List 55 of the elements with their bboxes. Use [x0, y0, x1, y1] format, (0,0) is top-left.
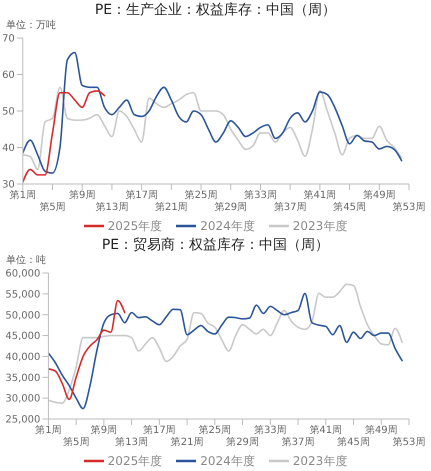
- legend-label: 2025年度: [108, 452, 162, 470]
- y-axis-title: 单位：吨: [5, 255, 47, 267]
- x-tick-label: 第45周: [333, 201, 366, 213]
- x-tick-label: 第29周: [214, 201, 248, 213]
- x-tick-label: 第1周: [10, 189, 36, 201]
- x-tick-label: 第1周: [35, 424, 62, 436]
- line-series: [22, 86, 402, 170]
- x-tick-label: 第25周: [184, 189, 218, 201]
- y-tick-label: 25,000: [5, 414, 40, 426]
- y-tick-label: 70: [2, 34, 15, 45]
- legend-label: 2024年度: [200, 452, 255, 470]
- x-tick-label: 第21周: [154, 201, 188, 213]
- y-tick-label: 60: [2, 70, 15, 82]
- y-tick-label: 50,000: [5, 310, 40, 322]
- x-tick-label: 第45周: [337, 436, 370, 448]
- x-tick-label: 第5周: [62, 436, 90, 448]
- legend-label: 2025年度: [108, 218, 162, 234]
- y-tick-label: 55,000: [5, 289, 40, 300]
- x-tick-label: 第21周: [170, 436, 204, 448]
- x-tick-label: 第17周: [142, 424, 176, 436]
- x-tick-label: 第33周: [244, 189, 277, 201]
- y-tick-label: 50: [2, 106, 15, 118]
- x-tick-label: 第53周: [392, 201, 426, 213]
- y-tick-label: 45,000: [5, 331, 40, 342]
- x-tick-label: 第17周: [125, 189, 158, 201]
- y-tick-label: 30: [2, 180, 15, 191]
- line-series: [22, 52, 402, 174]
- x-tick-label: 第9周: [69, 189, 96, 201]
- x-tick-label: 第37周: [282, 436, 314, 448]
- x-tick-label: 第9周: [90, 424, 118, 436]
- legend-label: 2024年度: [200, 218, 255, 234]
- y-tick-label: 40,000: [5, 352, 40, 363]
- chart-title: PE：贸易商：权益库存：中国（周）: [100, 236, 330, 255]
- y-tick-label: 40: [2, 143, 15, 154]
- legend-label: 2023年度: [292, 218, 348, 234]
- x-tick-label: 第49周: [362, 189, 396, 201]
- y-tick-label: 30,000: [5, 394, 40, 405]
- x-tick-label: 第13周: [96, 201, 128, 213]
- x-tick-label: 第53周: [392, 436, 426, 448]
- x-tick-label: 第37周: [274, 201, 307, 213]
- x-tick-label: 第29周: [226, 436, 259, 448]
- legend-label: 2023年度: [292, 452, 348, 470]
- x-tick-label: 第13周: [115, 436, 148, 448]
- x-tick-label: 第25周: [198, 424, 232, 436]
- x-tick-label: 第41周: [304, 189, 336, 201]
- y-tick-label: 35,000: [5, 372, 40, 384]
- x-tick-label: 第33周: [254, 424, 287, 436]
- line-series: [22, 90, 106, 183]
- x-tick-label: 第5周: [39, 201, 66, 213]
- chart-title: PE：生产企业：权益库存：中国（周）: [94, 1, 338, 20]
- x-tick-label: 第49周: [364, 424, 398, 436]
- line-series: [48, 300, 126, 400]
- y-axis-title: 单位：万吨: [5, 20, 57, 32]
- y-tick-label: 60,000: [5, 268, 40, 280]
- x-tick-label: 第41周: [309, 424, 342, 436]
